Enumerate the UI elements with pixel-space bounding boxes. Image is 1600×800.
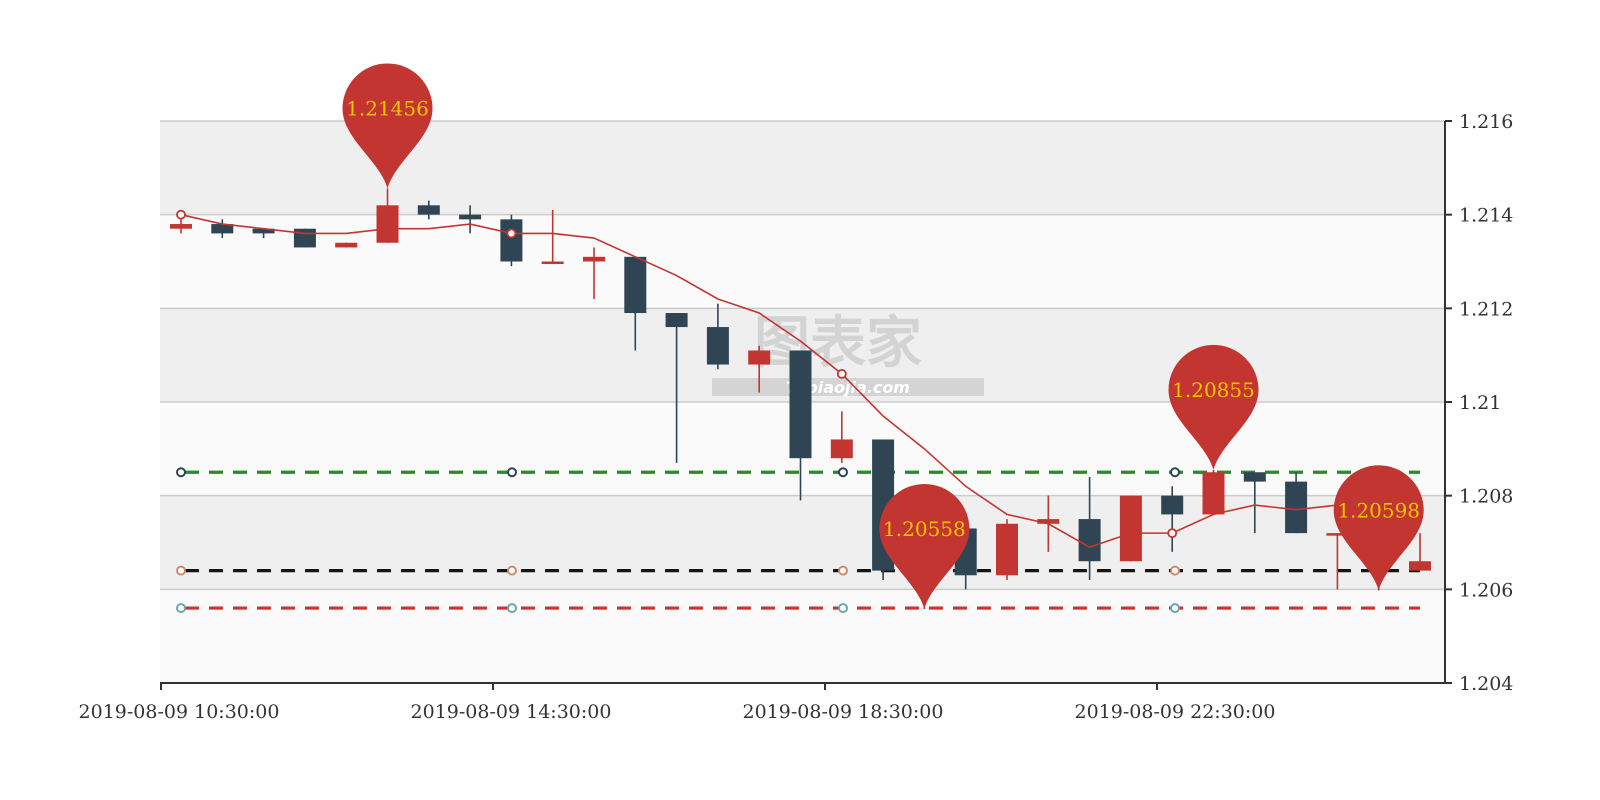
mark-line-0-point-0 — [176, 467, 186, 478]
mark-line-1-point-0 — [176, 565, 186, 576]
y-tick-label-0: 1.204 — [1459, 673, 1513, 695]
y-tick-label-5: 1.214 — [1459, 205, 1513, 227]
candle-body-1 — [211, 224, 234, 234]
x-tick-label-1: 2019-08-09 14:30:00 — [411, 701, 612, 723]
candle-body-23 — [1119, 495, 1142, 562]
mark-pin-label-2: 1.20855 — [1172, 378, 1255, 402]
ma-point-0 — [176, 209, 186, 220]
moving-average — [176, 209, 1380, 549]
mark-pin-1 — [879, 484, 970, 610]
mark-line-1-point-1 — [507, 565, 517, 576]
mark-lines — [176, 467, 1420, 614]
mark-pin-label-0: 1.21456 — [346, 96, 429, 120]
candle-body-28 — [1326, 533, 1349, 536]
candle-body-7 — [459, 214, 482, 220]
candle-body-10 — [583, 256, 605, 262]
y-tick-label-2: 1.208 — [1459, 486, 1513, 508]
mark-pins: 1.21456 1.20558 1.20855 1.20598 — [342, 63, 1424, 610]
candle-body-11 — [624, 256, 647, 314]
mark-pin-2 — [1168, 344, 1259, 470]
mark-pin-0 — [342, 63, 433, 189]
mark-line-0-point-2 — [838, 467, 848, 478]
mark-pin-label-1: 1.20558 — [883, 517, 966, 541]
ma-point-16 — [836, 368, 847, 379]
band-4 — [160, 214, 1445, 309]
x-tick-label-2: 2019-08-09 18:30:00 — [743, 701, 944, 723]
y-tick-label-1: 1.206 — [1459, 579, 1513, 601]
candle-body-16 — [830, 439, 853, 459]
ma-point-24 — [1167, 528, 1178, 539]
mark-line-2-point-2 — [838, 603, 848, 614]
y-tick-label-3: 1.21 — [1459, 392, 1501, 414]
mark-line-2-point-3 — [1170, 603, 1180, 614]
ma-line — [180, 213, 1380, 549]
ma-point-8 — [506, 228, 517, 239]
candle-body-22 — [1078, 519, 1101, 562]
watermark: 图表家 Tubiaojia.com — [712, 311, 984, 397]
mark-line-0-point-3 — [1170, 467, 1180, 478]
candle-body-26 — [1243, 472, 1266, 482]
mark-pin-3 — [1333, 465, 1424, 591]
candle-body-12 — [665, 313, 688, 328]
watermark-logo-text: 图表家 — [754, 311, 922, 376]
candle-body-24 — [1161, 495, 1184, 515]
candle-body-20 — [996, 523, 1018, 576]
candle-body-27 — [1285, 481, 1308, 534]
band-1 — [160, 495, 1445, 590]
candle-body-6 — [417, 205, 440, 215]
mark-line-1-point-3 — [1170, 565, 1180, 576]
mark-line-2-point-1 — [507, 603, 517, 614]
candle-body-5 — [376, 205, 399, 243]
candle-body-4 — [335, 242, 358, 248]
candle-body-25 — [1202, 472, 1225, 515]
x-tick-label-0: 2019-08-09 10:30:00 — [79, 701, 280, 723]
mark-line-0-point-1 — [507, 467, 517, 478]
candle-body-21 — [1037, 519, 1060, 524]
mark-line-2-point-0 — [176, 603, 186, 614]
candle-body-3 — [293, 228, 316, 248]
candle-body-15 — [789, 350, 812, 459]
candle-body-2 — [252, 228, 275, 234]
candle-body-9 — [541, 261, 564, 264]
watermark-strip — [712, 378, 984, 396]
axes: 1.204 1.206 1.208 1.21 1.212 1.214 1.216 2019-0… — [79, 111, 1514, 723]
y-tick-label-6: 1.216 — [1459, 111, 1513, 133]
candle-body-30 — [1409, 561, 1431, 571]
candle-body-13 — [706, 327, 729, 365]
candle-body-0 — [170, 224, 192, 229]
candle-body-8 — [500, 219, 523, 262]
y-tick-label-4: 1.212 — [1459, 298, 1513, 320]
mark-pin-label-3: 1.20598 — [1337, 498, 1420, 522]
mark-line-1-point-2 — [838, 565, 848, 576]
watermark-site-text: Tubiaojia.com — [786, 378, 910, 397]
x-tick-label-3: 2019-08-09 22:30:00 — [1075, 701, 1276, 723]
band-0 — [160, 589, 1445, 683]
candle-body-14 — [748, 350, 771, 365]
